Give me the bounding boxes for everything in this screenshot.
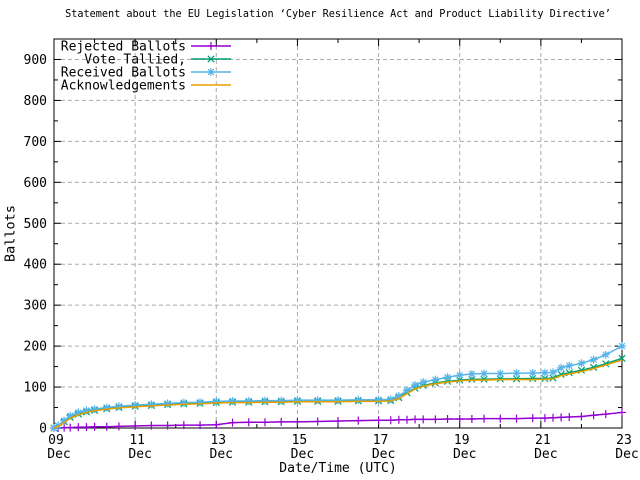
svg-text:Dec: Dec bbox=[534, 447, 557, 462]
svg-text:09: 09 bbox=[48, 433, 64, 448]
legend-sample-cross-icon bbox=[207, 55, 215, 63]
legend-sample-plus-icon bbox=[207, 42, 215, 50]
legend-entry-received-ballots: Received Ballots bbox=[61, 66, 231, 81]
svg-text:500: 500 bbox=[24, 217, 47, 232]
svg-text:19: 19 bbox=[454, 433, 470, 448]
y-tick-labels: 0 100 200 300 400 500 600 700 800 900 bbox=[24, 53, 47, 437]
svg-text:Dec: Dec bbox=[615, 447, 638, 462]
svg-text:800: 800 bbox=[24, 94, 47, 109]
legend-label-received-ballots: Received Ballots bbox=[61, 66, 186, 81]
svg-text:Dec: Dec bbox=[47, 447, 70, 462]
x-axis-title: Date/Time (UTC) bbox=[279, 461, 397, 476]
svg-text:0: 0 bbox=[39, 422, 47, 437]
svg-text:600: 600 bbox=[24, 176, 47, 191]
legend: Rejected Ballots Vote Tallied,Received B… bbox=[61, 40, 231, 94]
svg-text:Dec: Dec bbox=[128, 447, 151, 462]
svg-text:23: 23 bbox=[616, 433, 632, 448]
legend-label-rejected-ballots: Rejected Ballots bbox=[61, 40, 186, 55]
svg-text:Dec: Dec bbox=[453, 447, 476, 462]
chart-title: Statement about the EU Legislation ‘Cybe… bbox=[65, 9, 611, 20]
svg-text:17: 17 bbox=[373, 433, 389, 448]
svg-text:15: 15 bbox=[292, 433, 308, 448]
svg-text:100: 100 bbox=[24, 381, 47, 396]
svg-text:21: 21 bbox=[535, 433, 551, 448]
svg-text:200: 200 bbox=[24, 340, 47, 355]
legend-entry-vote-tallied: Vote Tallied, bbox=[84, 53, 231, 68]
svg-text:300: 300 bbox=[24, 299, 47, 314]
svg-text:900: 900 bbox=[24, 53, 47, 68]
series-line-acknowledgements bbox=[53, 359, 623, 429]
axis-ticks bbox=[53, 39, 623, 429]
svg-text:11: 11 bbox=[129, 433, 145, 448]
legend-label-acknowledgements: Acknowledgements bbox=[61, 79, 186, 94]
svg-text:Dec: Dec bbox=[372, 447, 395, 462]
legend-label-vote-tallied: Vote Tallied, bbox=[84, 53, 186, 68]
svg-text:400: 400 bbox=[24, 258, 47, 273]
legend-sample-asterisk-icon bbox=[207, 68, 215, 76]
legend-entry-rejected-ballots: Rejected Ballots bbox=[61, 40, 231, 55]
svg-text:Dec: Dec bbox=[210, 447, 233, 462]
gridlines bbox=[54, 39, 622, 428]
legend-entry-acknowledgements: Acknowledgements bbox=[61, 79, 231, 94]
svg-text:Dec: Dec bbox=[291, 447, 314, 462]
plot-border bbox=[53, 38, 623, 429]
svg-text:13: 13 bbox=[210, 433, 226, 448]
svg-text:700: 700 bbox=[24, 135, 47, 150]
